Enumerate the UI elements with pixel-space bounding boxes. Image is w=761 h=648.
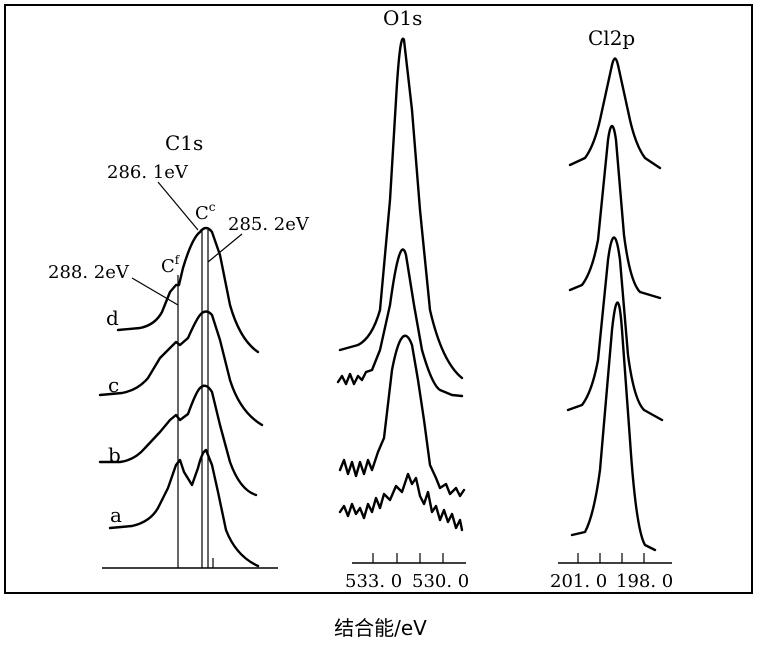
c1s-annot-286: 286. 1eV xyxy=(107,162,189,183)
c1s-leader-285 xyxy=(207,233,243,263)
o1s-tick-label-533: 533. 0 xyxy=(345,571,402,592)
o1s-tick-label-530: 530. 0 xyxy=(412,571,469,592)
o1s-spectrum-b xyxy=(338,334,466,498)
x-axis-title: 结合能/eV xyxy=(334,616,427,640)
c1s-annot-285: 285. 2eV xyxy=(228,214,310,235)
o1s-spectrum-a xyxy=(338,472,464,532)
o1s-title: O1s xyxy=(383,6,422,30)
c1s-annot-288: 288. 2eV xyxy=(48,262,130,283)
cl2p-tick-label-198: 198. 0 xyxy=(616,571,673,592)
cl2p-spectrum-d xyxy=(568,57,662,170)
c1s-spectrum-b xyxy=(98,384,258,497)
c1s-label-c: c xyxy=(108,373,119,397)
cl2p-spectrum-a xyxy=(570,301,657,552)
cl2p-title: Cl2p xyxy=(588,26,635,50)
cl2p-spectrum-c xyxy=(568,124,662,300)
c1s-leader-288 xyxy=(131,277,179,306)
c1s-title: C1s xyxy=(165,131,203,155)
c1s-label-a: a xyxy=(110,503,122,527)
o1s-spectrum-d xyxy=(338,37,464,380)
cl2p-spectrum-b xyxy=(566,236,664,422)
c1s-label-b: b xyxy=(108,443,121,467)
cl2p-tick-label-201: 201. 0 xyxy=(550,571,607,592)
c1s-leader-286 xyxy=(157,181,199,231)
c1s-peak-label-cc: Cc xyxy=(195,200,216,224)
c1s-spectrum-a xyxy=(108,448,260,568)
figure-frame xyxy=(4,4,753,594)
o1s-spectrum-c xyxy=(336,248,464,398)
c1s-peak-label-cf: Cf xyxy=(161,253,181,277)
c1s-spectrum-c xyxy=(98,310,264,427)
c1s-label-d: d xyxy=(106,306,119,330)
c1s-spectrum-d xyxy=(116,226,260,354)
